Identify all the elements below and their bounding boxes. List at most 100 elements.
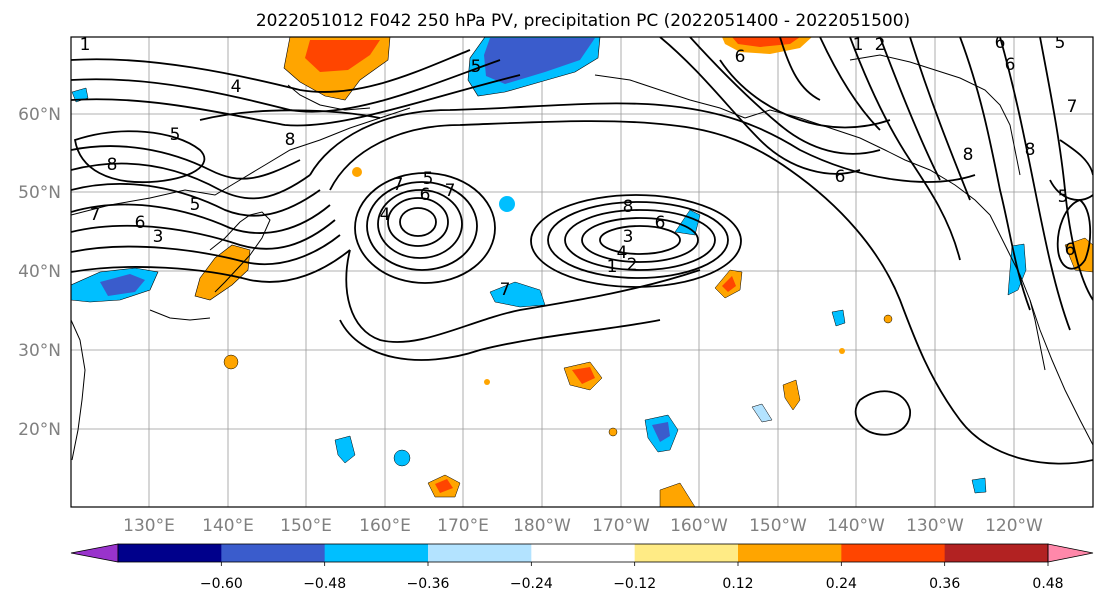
colorbar-tick-label: −0.60 <box>200 576 243 592</box>
colorbar-tick-label: 0.12 <box>722 576 753 592</box>
longitude-label: 150°W <box>749 516 807 536</box>
colorbar-swatch <box>324 544 429 562</box>
precip-anomaly-positive <box>782 379 801 411</box>
precip-anomaly-negative <box>674 209 701 236</box>
contour-label: 4 <box>231 77 242 97</box>
colorbar-extend-low <box>70 543 119 563</box>
contour-label: 6 <box>655 213 666 233</box>
contour-label: 7 <box>445 181 456 201</box>
precip-anomaly-negative <box>393 449 411 467</box>
longitude-label: 170°E <box>437 516 489 536</box>
contour-label: 7 <box>1067 97 1078 117</box>
map-frame <box>70 36 1094 508</box>
contour-label: 6 <box>135 213 146 233</box>
contour-label: 6 <box>1005 55 1016 75</box>
contour-label: 1 <box>853 35 864 55</box>
latitude-label: 30°N <box>18 341 61 361</box>
contour-label: 8 <box>963 145 974 165</box>
colorbar-swatch <box>428 544 532 562</box>
longitude-label: 170°W <box>592 516 650 536</box>
colorbar-swatch <box>841 544 946 562</box>
colorbar-swatch <box>634 544 739 562</box>
contour-label: 1 <box>80 35 91 55</box>
contour-label: 3 <box>623 227 634 247</box>
colorbar-tick-label: 0.36 <box>929 576 960 592</box>
contour-label: 6 <box>995 33 1006 53</box>
contour-label: 8 <box>107 155 118 175</box>
precip-anomaly-positive <box>223 354 239 370</box>
contour-label: 8 <box>1025 140 1036 160</box>
longitude-label: 130°E <box>123 516 175 536</box>
precip-anomaly-positive <box>883 314 893 324</box>
contour-label: 6 <box>835 167 846 187</box>
contour-label: 2 <box>875 35 886 55</box>
precip-anomaly-negative <box>499 196 515 212</box>
colorbar: −0.60 −0.48 −0.36 −0.24 −0.12 0.12 0.24 0.36 0.4… <box>70 543 1094 592</box>
latitude-label: 60°N <box>18 105 61 125</box>
colorbar-tick-label: −0.24 <box>510 576 553 592</box>
contour-label: 1 <box>607 257 618 277</box>
latitude-label: 50°N <box>18 183 61 203</box>
contour-label: 4 <box>617 243 628 263</box>
colorbar-tick-label: 0.24 <box>826 576 857 592</box>
longitude-labels: 130°E 140°E 150°E 160°E 170°E 180°W 170°W 160°W… <box>123 516 1043 536</box>
precip-anomaly-strong-negative <box>652 422 670 442</box>
colorbar-tick-label: −0.48 <box>303 576 346 592</box>
contour-label: 6 <box>1065 240 1076 260</box>
longitude-label: 160°W <box>670 516 728 536</box>
precip-anomaly-negative <box>971 477 987 494</box>
colorbar-tick-label: −0.36 <box>407 576 450 592</box>
map-title: 2022051012 F042 250 hPa PV, precipitatio… <box>256 11 910 31</box>
longitude-label: 180°W <box>513 516 571 536</box>
precip-anomaly-positive <box>484 379 490 385</box>
precip-anomaly-positive <box>839 348 845 354</box>
precip-anomaly-strong-negative <box>100 274 145 296</box>
contour-label: 8 <box>285 130 296 150</box>
contour-label: 5 <box>170 125 181 145</box>
latitude-labels: 60°N 50°N 40°N 30°N 20°N <box>18 105 61 440</box>
longitude-label: 140°E <box>202 516 254 536</box>
colorbar-swatch <box>944 544 1049 562</box>
contour-label: 5 <box>471 57 482 77</box>
colorbar-swatch <box>738 544 842 562</box>
contour-label: 5 <box>1058 187 1069 207</box>
colorbar-extend-high <box>1047 543 1094 563</box>
latitude-label: 20°N <box>18 420 61 440</box>
contour-label: 5 <box>190 195 201 215</box>
precip-anomaly-strong-positive <box>435 479 453 493</box>
precip-anomaly-positive <box>1064 237 1093 273</box>
colorbar-swatch <box>531 544 636 562</box>
precip-anomaly-negative <box>71 87 89 103</box>
contour-label: 6 <box>735 47 746 67</box>
precip-anomaly-positive <box>194 244 251 301</box>
longitude-label: 160°E <box>359 516 411 536</box>
precip-anomaly-negative <box>831 309 846 327</box>
precip-anomaly-positive <box>608 427 618 437</box>
precip-shading <box>71 37 1093 507</box>
precip-anomaly-positive <box>352 167 362 177</box>
precip-anomaly-light-negative <box>751 403 773 423</box>
contour-label: 5 <box>423 169 434 189</box>
contour-label: 8 <box>623 197 634 217</box>
precip-anomaly-positive <box>659 482 696 507</box>
contour-label: 2 <box>627 255 638 275</box>
contour-label: 7 <box>500 280 511 300</box>
contour-label: 3 <box>153 227 164 247</box>
longitude-label: 140°W <box>827 516 885 536</box>
precip-anomaly-strong-positive <box>305 40 380 72</box>
contour-label: 7 <box>90 205 101 225</box>
precip-anomaly-strong-positive <box>722 276 736 292</box>
precip-anomaly-negative <box>334 435 356 464</box>
colorbar-tick-label: 0.48 <box>1032 576 1063 592</box>
contour-label: 5 <box>1055 33 1066 53</box>
latitude-label: 40°N <box>18 262 61 282</box>
contour-label: 7 <box>393 175 404 195</box>
contour-label: 4 <box>380 205 391 225</box>
longitude-label: 130°W <box>906 516 964 536</box>
colorbar-swatch <box>221 544 326 562</box>
contour-label: 6 <box>420 185 431 205</box>
colorbar-tick-label: −0.12 <box>613 576 656 592</box>
